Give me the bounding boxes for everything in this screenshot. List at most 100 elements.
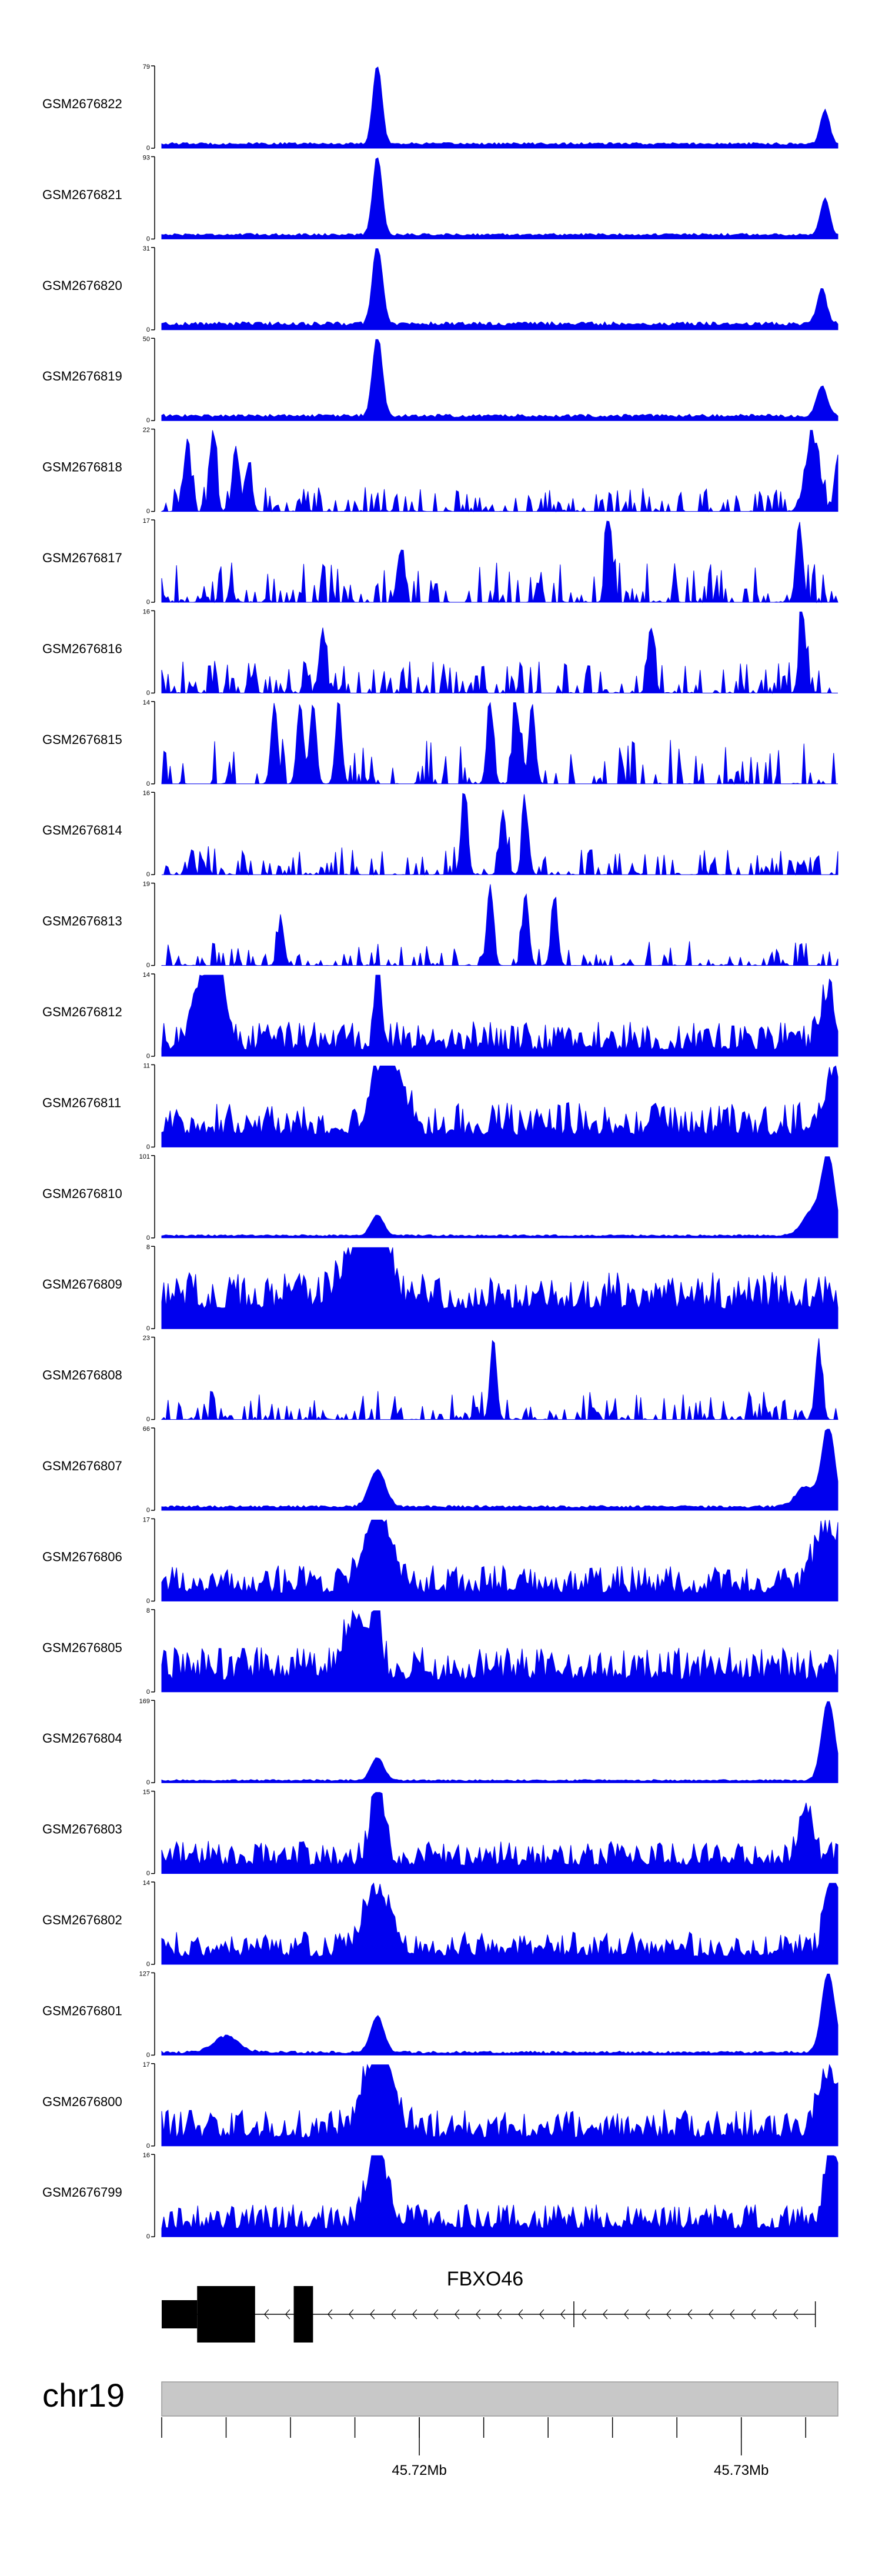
track-label: GSM2676813 xyxy=(42,914,122,929)
strand-chevron xyxy=(455,2309,460,2320)
track-GSM2676809: GSM2676809 8 0 xyxy=(42,1244,838,1332)
y-min-label: 0 xyxy=(146,1870,150,1877)
y-max-label: 93 xyxy=(143,154,150,161)
coverage-area xyxy=(161,611,838,695)
coverage-area xyxy=(161,1609,838,1693)
coverage-area xyxy=(161,1429,838,1511)
strand-chevron xyxy=(730,2309,735,2320)
y-max-label: 23 xyxy=(143,1335,150,1342)
strand-chevron xyxy=(645,2309,650,2320)
track-GSM2676803: GSM2676803 15 0 xyxy=(42,1789,838,1877)
coverage-area xyxy=(161,520,838,603)
track-label: GSM2676808 xyxy=(42,1368,122,1383)
strand-chevron xyxy=(751,2309,756,2320)
y-max-label: 16 xyxy=(143,790,150,797)
strand-chevron xyxy=(793,2309,799,2320)
track-GSM2676822: GSM2676822 79 0 xyxy=(42,64,838,152)
strand-chevron xyxy=(560,2309,566,2320)
y-min-label: 0 xyxy=(146,871,150,878)
y-max-label: 16 xyxy=(143,2152,150,2159)
track-GSM2676807: GSM2676807 66 0 xyxy=(42,1426,838,1514)
track-GSM2676808: GSM2676808 23 0 xyxy=(42,1335,838,1423)
track-GSM2676813: GSM2676813 19 0 xyxy=(42,881,838,969)
y-min-label: 0 xyxy=(146,599,150,606)
y-min-label: 0 xyxy=(146,1597,150,1604)
y-max-label: 17 xyxy=(143,518,150,525)
track-label: GSM2676816 xyxy=(42,641,122,656)
gene-exon xyxy=(293,2286,313,2343)
strand-chevron xyxy=(349,2309,354,2320)
strand-chevron xyxy=(624,2309,629,2320)
coverage-area xyxy=(161,1247,838,1329)
track-GSM2676817: GSM2676817 17 0 xyxy=(42,518,838,606)
y-min-label: 0 xyxy=(146,145,150,152)
track-label: GSM2676818 xyxy=(42,460,122,475)
strand-chevron xyxy=(497,2309,502,2320)
coverage-area xyxy=(161,1065,838,1147)
track-GSM2676816: GSM2676816 16 0 xyxy=(42,608,838,696)
track-GSM2676799: GSM2676799 16 0 xyxy=(42,2152,838,2240)
track-label: GSM2676802 xyxy=(42,1913,122,1927)
gene-exon xyxy=(162,2300,198,2328)
strand-chevron xyxy=(772,2309,777,2320)
track-GSM2676821: GSM2676821 93 0 xyxy=(42,154,838,242)
coverage-area xyxy=(161,1519,838,1601)
strand-chevron xyxy=(603,2309,608,2320)
y-min-label: 0 xyxy=(146,2051,150,2058)
track-label: GSM2676801 xyxy=(42,2003,122,2018)
track-label: GSM2676805 xyxy=(42,1640,122,1655)
track-GSM2676814: GSM2676814 16 0 xyxy=(42,790,838,878)
track-GSM2676810: GSM2676810 101 0 xyxy=(42,1153,838,1242)
y-min-label: 0 xyxy=(146,1689,150,1696)
strand-chevron xyxy=(709,2309,714,2320)
track-GSM2676819: GSM2676819 50 0 xyxy=(42,336,838,424)
y-max-label: 14 xyxy=(143,699,150,706)
chromosome-label: chr19 xyxy=(42,2377,125,2414)
coverage-area xyxy=(161,1701,838,1783)
y-max-label: 16 xyxy=(143,608,150,615)
gene-label: FBXO46 xyxy=(447,2268,523,2290)
track-GSM2676804: GSM2676804 169 0 xyxy=(42,1698,838,1786)
track-GSM2676815: GSM2676815 14 0 xyxy=(42,699,838,788)
coverage-area xyxy=(161,157,838,239)
y-min-label: 0 xyxy=(146,689,150,696)
coverage-area xyxy=(162,793,838,876)
y-max-label: 169 xyxy=(139,1698,150,1705)
x-tick-label: 45.73Mb xyxy=(714,2462,769,2478)
y-max-label: 66 xyxy=(143,1426,150,1433)
y-min-label: 0 xyxy=(146,1961,150,1968)
track-label: GSM2676812 xyxy=(42,1005,122,1019)
coverage-area xyxy=(161,702,838,785)
track-label: GSM2676814 xyxy=(42,823,122,837)
track-label: GSM2676820 xyxy=(42,278,122,293)
y-max-label: 79 xyxy=(143,64,150,71)
strand-chevron xyxy=(412,2309,417,2320)
track-label: GSM2676804 xyxy=(42,1731,122,1746)
coverage-area xyxy=(161,2064,838,2147)
track-label: GSM2676809 xyxy=(42,1277,122,1292)
y-max-label: 8 xyxy=(146,1244,150,1251)
y-max-label: 17 xyxy=(143,2061,150,2068)
strand-chevron xyxy=(476,2309,481,2320)
coverage-area xyxy=(161,248,838,331)
coverage-area xyxy=(161,1973,838,2056)
coverage-area xyxy=(161,430,838,513)
y-max-label: 50 xyxy=(143,336,150,343)
x-tick-label: 45.72Mb xyxy=(392,2462,446,2478)
chromosome-ideogram xyxy=(161,2381,838,2417)
y-max-label: 31 xyxy=(143,245,150,252)
track-label: GSM2676807 xyxy=(42,1459,122,1473)
y-min-label: 0 xyxy=(146,962,150,969)
y-min-label: 0 xyxy=(146,780,150,788)
coverage-tracks: GSM2676822790GSM2676821930GSM2676820310G… xyxy=(42,64,838,2240)
track-GSM2676805: GSM2676805 8 0 xyxy=(42,1607,838,1696)
strand-chevron xyxy=(328,2309,333,2320)
track-label: GSM2676806 xyxy=(42,1549,122,1564)
y-max-label: 127 xyxy=(139,1970,150,1977)
y-min-label: 0 xyxy=(146,326,150,333)
coverage-area xyxy=(161,884,838,967)
y-max-label: 11 xyxy=(143,1062,150,1069)
track-label: GSM2676811 xyxy=(42,1095,121,1110)
y-min-label: 0 xyxy=(146,508,150,515)
